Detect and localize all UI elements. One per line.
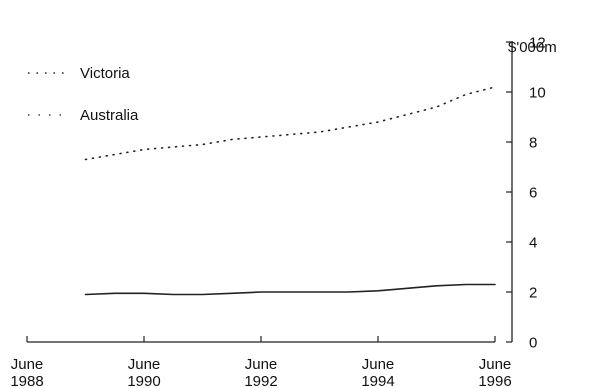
y-tick-label: 12: [529, 35, 546, 52]
x-tick-label-month: June: [479, 356, 512, 373]
chart-legend: Victoria Australia: [28, 65, 139, 124]
chart-series: [84, 86, 496, 296]
x-tick-label-month: June: [11, 356, 44, 373]
y-tick-label: 6: [529, 185, 537, 202]
y-tick-label: 8: [529, 135, 537, 152]
series-line-australia: [84, 283, 496, 296]
x-tick-label-year: 1992: [244, 373, 277, 388]
y-tick-label: 0: [529, 335, 537, 352]
x-tick-label-month: June: [362, 356, 395, 373]
series-line-victoria: [84, 86, 496, 161]
legend-label-australia: Australia: [80, 107, 139, 124]
x-tick-label-month: June: [245, 356, 278, 373]
y-tick-label: 4: [529, 235, 537, 252]
legend-label-victoria: Victoria: [80, 65, 130, 82]
x-tick-label-month: June: [128, 356, 161, 373]
x-tick-label-year: 1988: [10, 373, 43, 388]
x-tick-label-year: 1990: [127, 373, 160, 388]
y-tick-label: 10: [529, 85, 546, 102]
x-tick-label-year: 1994: [361, 373, 394, 388]
chart-axes: 024681012June1988June1990June1992June199…: [10, 35, 545, 388]
x-tick-label-year: 1996: [478, 373, 511, 388]
y-axis-unit-label: $'000m: [508, 39, 557, 56]
y-tick-label: 2: [529, 285, 537, 302]
